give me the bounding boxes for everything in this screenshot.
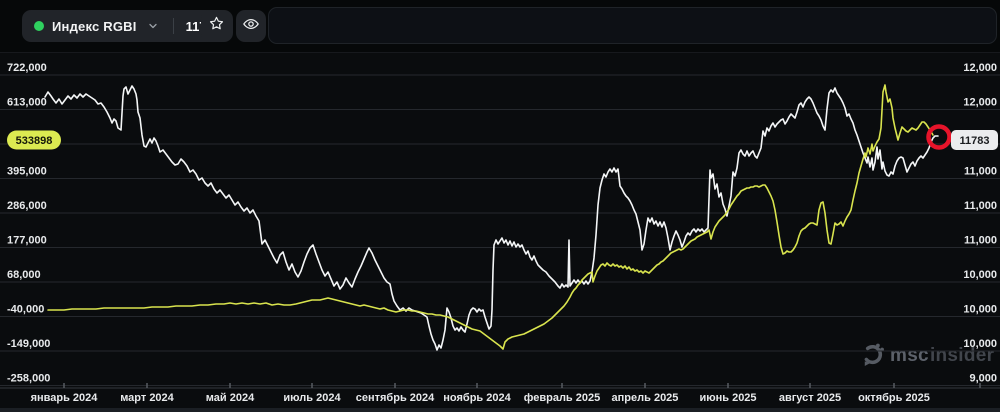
endpoint-marker-circle: [926, 124, 952, 150]
y-axis-right-label: 11,000: [964, 200, 997, 212]
y-axis-left-label: 395,000: [7, 166, 47, 178]
y-axis-left-label: 68,000: [7, 269, 41, 281]
watermark-brand: msc: [890, 345, 929, 366]
y-axis-right-label: 11,000: [964, 235, 997, 247]
y-axis-right-label: 10,000: [963, 304, 997, 316]
y-axis-left-label: 722,000: [7, 62, 47, 74]
x-axis-label: октябрь 2025: [858, 392, 930, 404]
x-axis-label: февраль 2025: [524, 392, 600, 404]
y-axis-left-label: -149,000: [7, 338, 50, 350]
y-axis-right-label: 10,000: [963, 338, 997, 350]
watermark: msc insider: [860, 341, 994, 371]
header-bar: Индекс RGBI 11783: [0, 0, 1000, 53]
status-dot-icon: [34, 21, 44, 31]
x-axis-label: ноябрь 2024: [443, 392, 511, 404]
msc-insider-logo-icon: [860, 341, 885, 371]
y-axis-right-label: 11,000: [964, 166, 997, 178]
left-current-value-pill: [7, 130, 61, 150]
toolbar-panel: [268, 7, 997, 44]
right-current-value-pill: [951, 130, 998, 150]
y-axis-right-label: 12,000: [963, 62, 997, 74]
y-axis-right-label: 9,000: [969, 373, 997, 385]
y-axis-right-label: 12,000: [963, 97, 997, 109]
star-icon: [208, 15, 225, 37]
x-axis-label: июль 2024: [283, 392, 341, 404]
y-axis-left-label: 177,000: [7, 235, 47, 247]
x-axis-label: март 2024: [120, 392, 174, 404]
left-current-value: 533898: [16, 135, 53, 147]
x-axis-label: август 2025: [779, 392, 841, 404]
watermark-brand-2: insider: [929, 345, 995, 366]
x-axis-label: сентябрь 2024: [356, 392, 435, 404]
favorite-button[interactable]: [201, 10, 231, 42]
series-line-left: [47, 84, 934, 350]
x-axis-label: май 2024: [206, 392, 255, 404]
x-axis-label: июнь 2025: [699, 392, 756, 404]
right-current-value: 11783: [960, 135, 990, 147]
visibility-button[interactable]: [236, 10, 266, 42]
series-line-right: [44, 85, 939, 351]
horizontal-scrollbar[interactable]: [0, 408, 1000, 412]
y-axis-left-label: -258,000: [7, 373, 50, 385]
chevron-down-icon: [147, 20, 159, 32]
eye-icon: [242, 15, 260, 38]
y-axis-left-label: 286,000: [7, 200, 47, 212]
instrument-name: Индекс RGBI: [52, 18, 137, 34]
y-axis-right-label: 10,000: [963, 269, 997, 281]
x-axis-label: апрель 2025: [612, 392, 679, 404]
divider: [172, 18, 174, 34]
y-axis-left-label: 613,000: [7, 97, 47, 109]
x-axis-label: январь 2024: [31, 392, 99, 404]
y-axis-left-label: -40,000: [7, 304, 44, 316]
